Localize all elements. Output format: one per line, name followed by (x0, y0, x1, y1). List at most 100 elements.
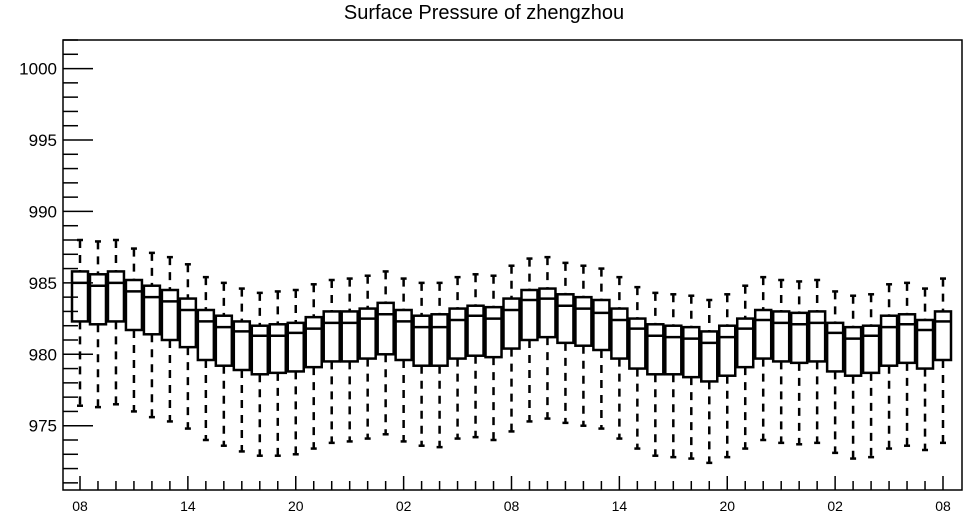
box-body (70, 270, 90, 323)
box-28 (574, 264, 593, 427)
box-body (268, 323, 288, 375)
box-5 (160, 255, 180, 423)
box-body (178, 297, 198, 349)
box-22 (466, 273, 485, 439)
box-body (142, 284, 162, 336)
box-35 (700, 298, 719, 465)
box-45 (879, 283, 899, 450)
box-18 (394, 277, 413, 443)
box-body (520, 288, 539, 342)
box-44 (861, 293, 881, 459)
box-body (628, 317, 647, 370)
box-body (466, 304, 485, 357)
box-body (897, 313, 917, 365)
box-3 (124, 247, 144, 413)
box-body (771, 310, 791, 363)
box-body (915, 318, 935, 370)
box-body (718, 324, 737, 377)
box-body (448, 307, 467, 360)
box-4 (142, 251, 162, 419)
box-series (70, 238, 953, 465)
box-body (825, 321, 845, 373)
box-24 (502, 264, 521, 433)
box-40 (789, 280, 809, 446)
x-tick-label: 08 (72, 498, 88, 514)
y-tick-label: 1000 (19, 60, 57, 79)
box-body (664, 324, 683, 376)
x-tick-label: 08 (504, 498, 520, 514)
box-body (879, 314, 899, 367)
x-tick-label: 20 (719, 498, 735, 514)
box-32 (646, 291, 665, 457)
box-8 (214, 281, 234, 447)
box-body (646, 323, 665, 376)
x-tick-label: 14 (180, 498, 196, 514)
box-body (304, 315, 323, 369)
box-body (322, 310, 341, 363)
x-tick-label: 02 (396, 498, 412, 514)
box-42 (825, 290, 845, 455)
box-30 (610, 275, 629, 440)
box-6 (178, 263, 198, 430)
box-26 (538, 255, 557, 420)
y-tick-label: 980 (29, 345, 57, 364)
box-21 (448, 275, 467, 440)
box-body (933, 310, 953, 362)
y-tick-label: 990 (29, 202, 57, 221)
box-body (484, 305, 503, 359)
box-0 (70, 238, 90, 407)
box-body (538, 287, 557, 339)
box-15 (340, 277, 359, 443)
box-body (196, 308, 216, 362)
box-37 (735, 284, 755, 450)
x-tick-label: 14 (612, 498, 628, 514)
box-body (160, 288, 180, 342)
box-body (700, 330, 719, 383)
plot-border (62, 39, 963, 491)
box-38 (753, 275, 773, 442)
y-tick-label: 995 (29, 131, 57, 150)
box-29 (592, 267, 611, 430)
box-body (789, 311, 809, 365)
box-1 (88, 240, 108, 409)
x-axis: 08 14 20 02 08 14 20 02 08 (72, 476, 951, 514)
box-48 (933, 277, 953, 445)
box-body (250, 324, 270, 376)
box-body (340, 310, 359, 363)
box-body (843, 325, 863, 377)
box-body (735, 317, 755, 369)
box-23 (484, 274, 503, 442)
box-body (376, 301, 395, 356)
box-12 (286, 288, 305, 456)
box-19 (412, 281, 431, 447)
plot-frame (62, 39, 963, 491)
y-tick-label: 985 (29, 274, 57, 293)
chart-title: Surface Pressure of zhengzhou (343, 2, 625, 24)
box-9 (232, 287, 252, 453)
box-13 (304, 283, 323, 450)
x-tick-label: 02 (827, 498, 843, 514)
box-14 (322, 278, 341, 445)
box-body (592, 298, 611, 352)
box-body (574, 295, 593, 347)
box-body (412, 314, 431, 367)
box-46 (897, 281, 917, 447)
box-34 (682, 294, 701, 460)
box-16 (358, 274, 377, 440)
box-27 (556, 261, 575, 425)
box-body (682, 325, 701, 379)
box-body (394, 308, 413, 362)
box-20 (430, 281, 449, 449)
box-33 (664, 293, 683, 459)
box-2 (106, 238, 126, 406)
y-tick-label: 975 (29, 417, 57, 436)
box-41 (807, 278, 827, 445)
box-body (610, 307, 629, 360)
box-17 (376, 270, 395, 436)
box-body (358, 307, 377, 360)
box-7 (196, 275, 216, 442)
x-tick-label: 20 (288, 498, 304, 514)
box-43 (843, 294, 863, 460)
box-36 (718, 293, 737, 459)
